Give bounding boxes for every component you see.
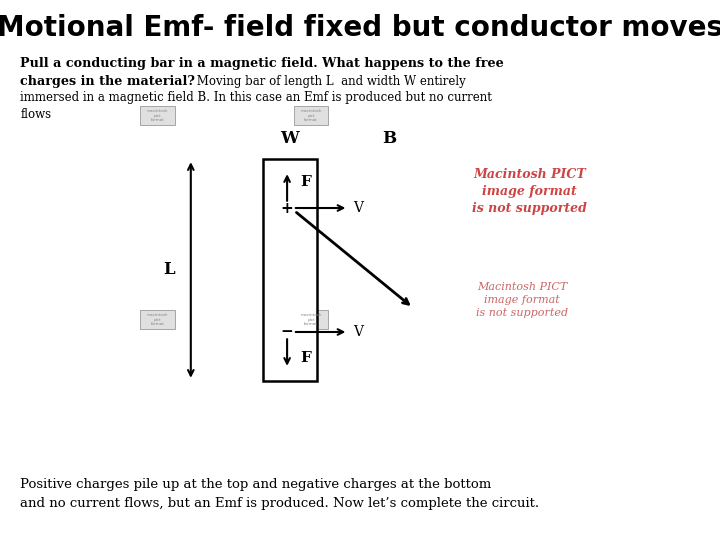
Text: Motional Emf- field fixed but conductor moves: Motional Emf- field fixed but conductor … — [0, 14, 720, 42]
Text: macintosh
pict
format: macintosh pict format — [300, 109, 322, 122]
Text: Positive charges pile up at the top and negative charges at the bottom
and no cu: Positive charges pile up at the top and … — [20, 478, 539, 510]
Text: Moving bar of length L  and width W entirely: Moving bar of length L and width W entir… — [193, 75, 466, 87]
Bar — [140, 310, 175, 329]
Bar — [294, 106, 328, 125]
Text: Pull a conducting bar in a magnetic field. What happens to the free: Pull a conducting bar in a magnetic fiel… — [20, 57, 504, 70]
Text: Macintosh PICT
image format
is not supported: Macintosh PICT image format is not suppo… — [472, 168, 587, 215]
Text: B: B — [382, 131, 396, 147]
Bar — [263, 159, 317, 381]
Text: F: F — [300, 175, 311, 189]
Bar — [294, 310, 328, 329]
Bar — [140, 106, 175, 125]
Text: V: V — [354, 325, 364, 339]
Text: Macintosh PICT
image format
is not supported: Macintosh PICT image format is not suppo… — [476, 281, 568, 318]
Text: W: W — [280, 131, 300, 147]
Text: macintosh
pict
format: macintosh pict format — [147, 313, 168, 326]
Text: F: F — [300, 351, 311, 365]
Text: macintosh
pict
format: macintosh pict format — [300, 313, 322, 326]
Text: flows: flows — [20, 108, 51, 121]
Text: +: + — [281, 200, 294, 215]
Text: macintosh
pict
format: macintosh pict format — [147, 109, 168, 122]
Text: L: L — [163, 261, 175, 279]
Text: V: V — [354, 201, 364, 215]
Text: charges in the material?: charges in the material? — [20, 75, 195, 87]
Text: immersed in a magnetic field B. In this case an Emf is produced but no current: immersed in a magnetic field B. In this … — [20, 91, 492, 104]
Text: −: − — [281, 325, 294, 340]
